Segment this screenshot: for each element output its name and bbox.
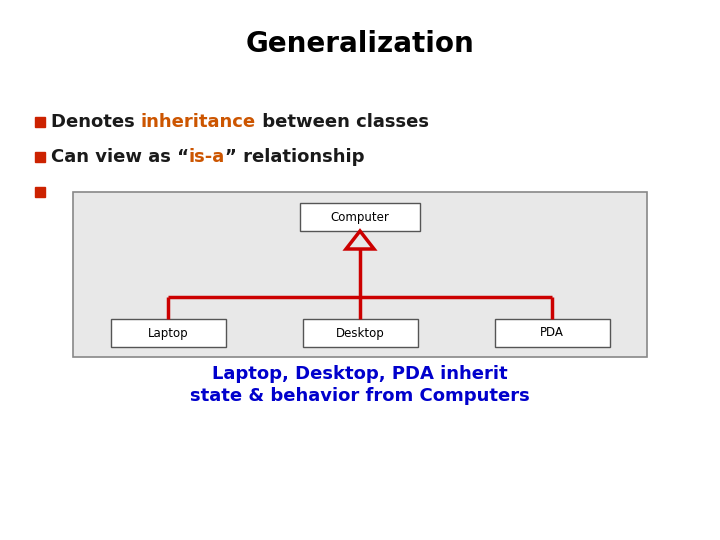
Bar	[495, 319, 610, 347]
Text: is-a: is-a	[189, 148, 225, 166]
Text: Computer: Computer	[330, 211, 390, 224]
Text: state & behavior from Computers: state & behavior from Computers	[190, 387, 530, 405]
Bar	[302, 319, 418, 347]
Bar	[110, 319, 225, 347]
Text: Desktop: Desktop	[336, 327, 384, 340]
Text: PDA: PDA	[540, 327, 564, 340]
Bar	[300, 203, 420, 231]
Text: Can view as “: Can view as “	[51, 148, 189, 166]
Bar	[73, 192, 647, 357]
Text: Laptop, Desktop, PDA inherit: Laptop, Desktop, PDA inherit	[212, 365, 508, 383]
Bar	[35, 187, 45, 197]
Text: Generalization: Generalization	[246, 30, 474, 58]
Text: Denotes: Denotes	[51, 113, 141, 131]
Bar	[35, 152, 45, 162]
Text: inheritance: inheritance	[141, 113, 256, 131]
Text: between classes: between classes	[256, 113, 429, 131]
Text: Laptop: Laptop	[148, 327, 189, 340]
Polygon shape	[346, 231, 374, 249]
Text: ” relationship: ” relationship	[225, 148, 365, 166]
Bar	[35, 117, 45, 127]
